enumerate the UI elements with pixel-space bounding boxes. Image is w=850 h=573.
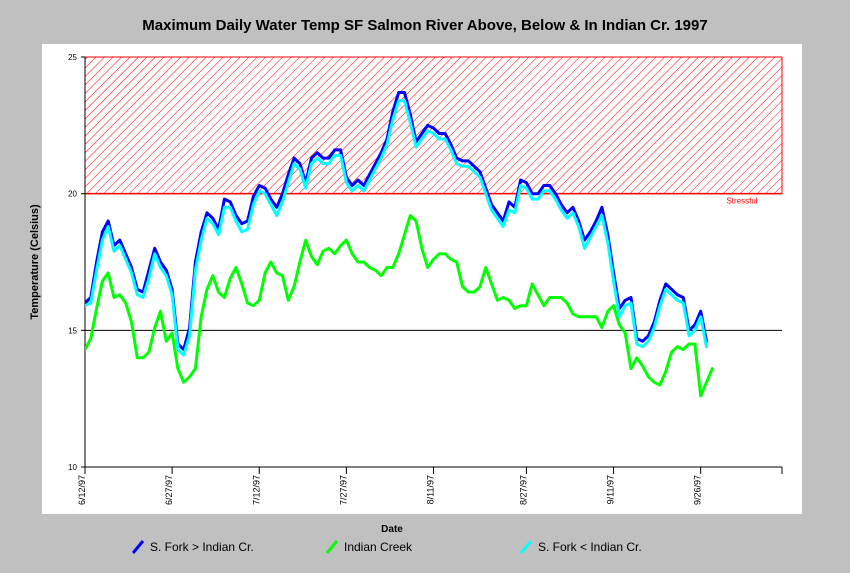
y-tick-label: 10 <box>68 463 77 472</box>
x-tick-label: 6/27/97 <box>164 475 174 505</box>
legend-label: Indian Creek <box>344 540 413 554</box>
stressful-band <box>84 56 783 195</box>
y-tick-label: 20 <box>68 190 77 199</box>
stressful-label: Stressful <box>726 197 757 206</box>
x-tick-label: 7/12/97 <box>251 475 261 505</box>
y-axis-label: Temperature (Celsius) <box>29 204 41 320</box>
x-axis-label: Date <box>381 524 403 535</box>
legend-item-sf-above: S. Fork > Indian Cr. <box>132 538 254 556</box>
legend-line-icon <box>520 540 532 554</box>
legend-line-icon <box>132 540 144 554</box>
chart-title: Maximum Daily Water Temp SF Salmon River… <box>142 17 707 34</box>
x-tick-label: 8/27/97 <box>518 475 528 505</box>
legend-label: S. Fork > Indian Cr. <box>150 540 254 554</box>
x-tick-label: 9/11/97 <box>606 475 616 504</box>
legend-label: S. Fork < Indian Cr. <box>538 540 642 554</box>
x-tick-label: 8/11/97 <box>426 475 436 504</box>
series-line-1 <box>85 214 714 398</box>
y-tick-label: 25 <box>68 53 77 62</box>
x-tick-label: 7/27/97 <box>338 475 348 505</box>
series-line-2 <box>85 99 708 357</box>
legend-item-sf-below: S. Fork < Indian Cr. <box>520 538 642 556</box>
legend-line-icon <box>326 540 338 554</box>
series-group <box>85 91 714 398</box>
x-tick-label: 6/12/97 <box>77 475 87 505</box>
legend-item-indian-creek: Indian Creek <box>326 538 412 556</box>
y-tick-label: 15 <box>68 326 77 335</box>
x-tick-label: 9/26/97 <box>693 475 703 505</box>
